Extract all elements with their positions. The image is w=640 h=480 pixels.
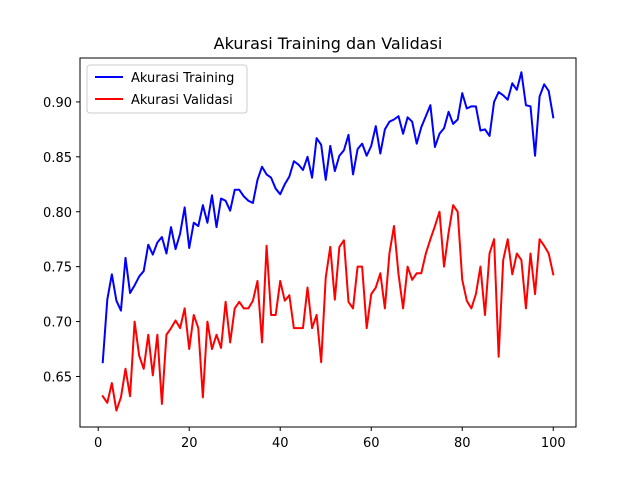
series-line-1 (101, 71, 555, 364)
plot-area: 0 20 40 60 80 100 0.65 0.70 0.75 0.80 0.85 0.90 Akur… (43, 57, 577, 451)
series-line-2 (101, 204, 555, 412)
y-tick-label: 0.70 (43, 316, 72, 331)
x-tick-label: 40 (272, 436, 289, 451)
y-tick-label: 0.90 (43, 96, 72, 111)
legend-label: Akurasi Training (131, 71, 234, 86)
legend-label: Akurasi Validasi (131, 93, 233, 108)
legend-box (86, 64, 248, 114)
chart-title: Akurasi Training dan Validasi (214, 34, 443, 53)
x-tick-label: 80 (454, 436, 471, 451)
y-tick-label: 0.75 (43, 261, 72, 276)
x-tick-label: 0 (94, 436, 102, 451)
x-tick-label: 20 (181, 436, 198, 451)
axes-frame (79, 57, 577, 428)
x-tick-label: 100 (541, 436, 566, 451)
y-tick-label: 0.85 (43, 151, 72, 166)
y-tick-label: 0.80 (43, 206, 72, 221)
x-tick-label: 60 (363, 436, 380, 451)
y-tick-label: 0.65 (43, 370, 72, 385)
